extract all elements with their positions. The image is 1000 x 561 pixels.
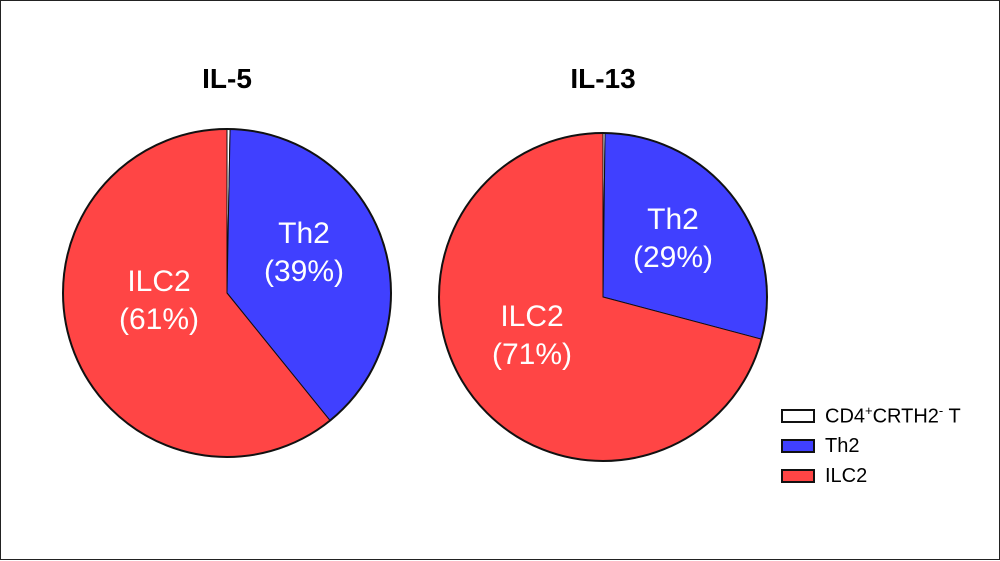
chart-title-il13: IL-13 [570,63,636,94]
legend-item-ilc2: ILC2 [781,461,961,491]
slice-label-ilc2-chart1: ILC2 [127,265,190,298]
slice-label-ilc2-chart2: ILC2 [500,300,563,333]
slice-pct-ilc2-chart1: (61%) [119,303,199,336]
slice-pct-th2-chart2: (29%) [633,241,713,274]
slice-pct-th2-chart1: (39%) [264,255,344,288]
legend: CD4+CRTH2- T Th2 ILC2 [781,401,961,491]
pie-outline-chart1 [62,128,392,458]
legend-swatch-ilc2 [781,469,815,483]
legend-item-cd4: CD4+CRTH2- T [781,401,961,431]
legend-label-ilc2: ILC2 [825,464,868,487]
legend-swatch-cd4 [781,409,815,423]
legend-item-th2: Th2 [781,431,961,461]
slice-pct-ilc2-chart2: (71%) [492,338,572,371]
chart-title-il5: IL-5 [202,63,252,94]
slice-label-th2-chart2: Th2 [647,203,699,236]
slice-label-th2-chart1: Th2 [278,217,330,250]
legend-label-cd4: CD4+CRTH2- T [825,403,961,428]
legend-swatch-th2 [781,439,815,453]
legend-label-th2: Th2 [825,434,860,457]
pie-outline-chart2 [438,132,768,462]
